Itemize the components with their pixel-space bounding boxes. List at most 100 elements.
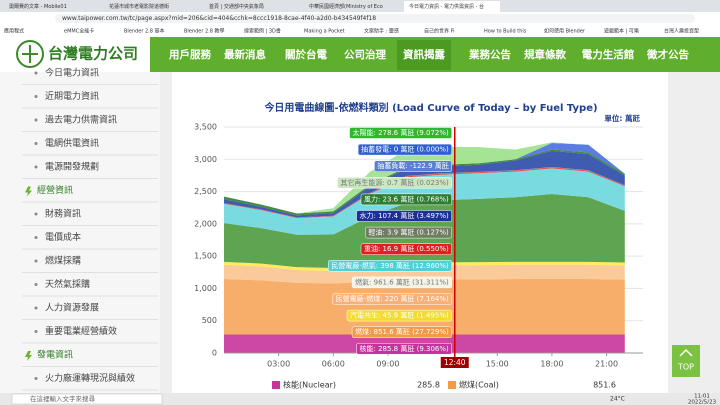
legend-value: 851.6 — [593, 381, 616, 390]
url: www.taipower.com.tw/tc/page.aspx?mid=206… — [62, 15, 376, 22]
sidebar-item[interactable]: 人力資源發展 — [45, 302, 99, 314]
crosshair-label-bg — [440, 357, 469, 368]
y-tick-label: 500 — [202, 316, 217, 325]
sidebar-item[interactable]: 經營資訊 — [37, 184, 73, 196]
bullet — [34, 95, 38, 98]
sidebar-item[interactable]: 火力廠運轉現況與績效 — [45, 372, 135, 384]
scroll-top-label: TOP — [677, 363, 694, 372]
tooltip-bg — [360, 193, 453, 206]
clock-time: 11:01 — [694, 394, 710, 400]
legend-value: 285.8 — [417, 381, 440, 390]
tab[interactable] — [404, 1, 500, 12]
x-tick-label: 03:00 — [267, 360, 290, 369]
sidebar-item[interactable]: 財務資訊 — [45, 208, 81, 220]
tooltip-bg — [357, 143, 453, 156]
logo-text: 台灣電力公司 — [48, 45, 138, 63]
bullet — [34, 118, 38, 122]
bookmark[interactable]: 如何使用 Blender — [544, 28, 586, 35]
bullet-icon — [25, 351, 32, 361]
sidebar — [0, 72, 160, 393]
logo-mark — [22, 45, 38, 63]
crosshair-label: 12:40 — [444, 358, 466, 367]
tab[interactable] — [4, 1, 100, 12]
sidebar-item[interactable]: 電源開發規劃 — [45, 161, 99, 173]
y-tick-label: 0 — [212, 349, 217, 358]
tooltip-bg — [356, 210, 453, 222]
y-tick-label: 3,500 — [194, 123, 217, 132]
unit-label: 單位: 萬瓩 — [604, 113, 640, 123]
bookmark[interactable]: 應用程式 — [4, 28, 24, 35]
tab-title: 首頁 | 交通部中央氣象局 — [209, 3, 264, 10]
sidebar-item[interactable]: 發電資訊 — [37, 349, 73, 361]
tooltip: 民營電廠-燃煤: 220 萬瓩 (7.164%) — [336, 294, 449, 303]
y-tick-label: 3,000 — [194, 155, 217, 164]
area — [224, 261, 625, 271]
nav-item[interactable]: 關於台電 — [285, 48, 327, 61]
bookmark[interactable]: Blender 2.8 基本 — [124, 28, 165, 35]
bookmark[interactable]: 台灣人壽投資型 — [664, 28, 699, 35]
sidebar-item[interactable]: 天然氣採購 — [45, 278, 90, 290]
tooltip: 燃氣: 961.6 萬瓩 (31.311%) — [355, 277, 449, 286]
taskbar-search[interactable] — [11, 393, 163, 405]
tooltip-bg — [351, 326, 453, 338]
tooltip: 風力: 23.6 萬瓩 (0.768%) — [364, 194, 449, 203]
bookmark[interactable]: 自己的世界 Fi — [424, 28, 455, 35]
sidebar-item[interactable]: 重要電業經營績效 — [45, 325, 117, 337]
bullet — [34, 212, 38, 216]
nav-item[interactable]: 徵才公告 — [646, 48, 689, 61]
tab[interactable] — [104, 1, 200, 12]
nav-item[interactable]: 最新消息 — [224, 48, 266, 61]
tab[interactable] — [204, 1, 300, 12]
tab-title: 花蓮市城市老電影院道德街 — [109, 3, 169, 10]
tab-title: 今日電力資訊 - 電力供需資訊 - 台 — [409, 3, 484, 10]
tooltip: 太陽能: 278.6 萬瓩 (9.072%) — [353, 128, 449, 137]
sidebar-item[interactable]: 過去電力供需資訊 — [45, 114, 117, 126]
tooltip: 抽蓄發電: 0 萬瓩 (0.000%) — [361, 145, 449, 154]
nav-item[interactable]: 用戶服務 — [168, 48, 211, 61]
x-tick-label: 18:00 — [540, 360, 563, 369]
tooltip-bg — [351, 276, 453, 289]
sidebar-item[interactable]: 燃煤採購 — [45, 255, 81, 267]
bookmark[interactable]: eMMC全能卡 — [64, 28, 94, 35]
x-tick-label: 09:00 — [376, 360, 399, 369]
bookmark[interactable]: Blender 2.8 教學 — [184, 28, 225, 35]
area — [224, 279, 625, 335]
tab-title: 奧爾費的文章 - Mobile01 — [9, 3, 67, 10]
tooltip-bg — [356, 343, 453, 355]
x-tick-label: 15:00 — [486, 360, 509, 369]
bookmark[interactable]: 搜索範例 | 3D書 — [244, 28, 281, 35]
url-field[interactable] — [55, 14, 695, 23]
tooltip-bg — [349, 127, 453, 139]
tooltip-bg — [337, 177, 453, 189]
nav-item[interactable]: 電力生活館 — [582, 48, 635, 61]
area — [224, 142, 625, 214]
bookmark[interactable]: 文案助手 : 靈感 — [364, 28, 399, 35]
taskbar — [0, 393, 720, 405]
nav-item[interactable]: 業務公告 — [468, 48, 511, 61]
bookmark[interactable]: 遊戲範本 | 可樂 — [604, 28, 639, 35]
sidebar-item[interactable]: 近期電力資訊 — [45, 90, 99, 102]
tab-title: 中華民國經濟部(Ministry of Eco — [309, 3, 383, 10]
nav-item[interactable]: 規章條款 — [524, 48, 566, 61]
sidebar-item[interactable]: 電網供電資訊 — [45, 137, 99, 149]
bullet — [34, 165, 38, 169]
bullet — [34, 142, 38, 145]
bookmark[interactable]: Making a Pocket — [304, 29, 345, 35]
legend-label: 核能(Nuclear) — [283, 380, 336, 390]
tab[interactable] — [304, 1, 400, 12]
nav-item[interactable]: 公司治理 — [344, 48, 386, 61]
logo-mark — [16, 40, 44, 68]
search-placeholder[interactable]: 在這裡輸入文字來搜尋 — [30, 394, 96, 403]
y-tick-label: 2,500 — [194, 187, 217, 196]
y-tick-label: 1,500 — [194, 252, 217, 261]
sidebar-item[interactable]: 今日電力資訊 — [45, 67, 99, 79]
sidebar-item[interactable]: 電價成本 — [45, 231, 81, 243]
tooltip: 核能: 285.8 萬瓩 (9.306%) — [360, 344, 449, 353]
area — [224, 142, 625, 214]
bullet — [34, 71, 38, 75]
nav-active — [397, 40, 451, 70]
nav-item[interactable]: 資訊揭露 — [403, 48, 445, 61]
bookmark[interactable]: How to Build this — [484, 29, 527, 35]
